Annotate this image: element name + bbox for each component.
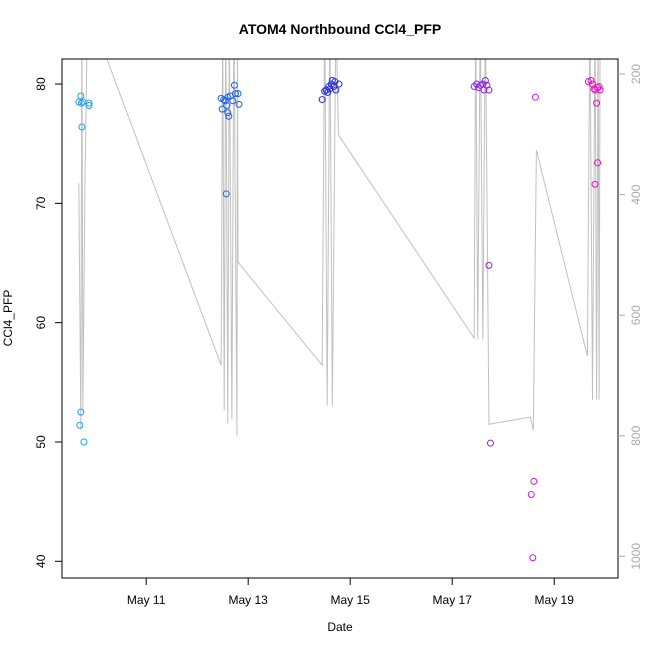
- y-tick-label: 60: [34, 316, 48, 330]
- point: [76, 421, 84, 429]
- y2-tick-label: 800: [629, 425, 643, 445]
- y2-tick-label: 200: [629, 64, 643, 84]
- x-tick-label: May 13: [229, 593, 269, 607]
- point: [485, 261, 493, 269]
- point: [225, 112, 233, 120]
- point: [485, 86, 493, 94]
- chart-title: ATOM4 Northbound CCl4_PFP: [239, 21, 441, 37]
- y-tick-label: 70: [34, 196, 48, 210]
- point: [481, 76, 489, 84]
- x-tick-label: May 15: [331, 593, 371, 607]
- point: [235, 100, 243, 108]
- point: [230, 81, 238, 89]
- x-tick-label: May 19: [535, 593, 575, 607]
- point: [318, 96, 326, 104]
- point: [594, 159, 602, 167]
- line-layer: [78, 59, 601, 436]
- point: [222, 190, 230, 198]
- y2-tick-label: 600: [629, 305, 643, 325]
- point: [486, 439, 494, 447]
- point: [77, 99, 85, 107]
- point: [595, 82, 603, 90]
- point: [480, 86, 488, 94]
- point: [224, 109, 232, 117]
- point: [531, 93, 539, 101]
- point: [80, 438, 88, 446]
- y-tick-label: 80: [34, 77, 48, 91]
- x-axis-label: Date: [327, 620, 353, 634]
- point: [229, 97, 237, 105]
- point: [77, 408, 85, 416]
- plot-box: [61, 58, 619, 579]
- point: [593, 99, 601, 107]
- point: [78, 123, 86, 131]
- point: [218, 105, 226, 113]
- point: [231, 90, 239, 98]
- point: [591, 180, 599, 188]
- point: [77, 92, 85, 100]
- point: [332, 86, 340, 94]
- point: [224, 93, 232, 101]
- point: [594, 84, 602, 92]
- x-tick-label: May 17: [433, 593, 473, 607]
- point: [529, 554, 537, 562]
- point: [234, 90, 242, 98]
- point: [325, 82, 333, 90]
- point: [587, 76, 595, 84]
- point: [335, 80, 343, 88]
- point: [527, 490, 535, 498]
- point: [85, 102, 93, 110]
- y-axis-label: CCl4_PFP: [1, 290, 15, 347]
- y-tick-label: 40: [34, 554, 48, 568]
- point: [79, 98, 87, 106]
- point: [530, 477, 538, 485]
- line: [78, 59, 601, 436]
- point: [223, 102, 231, 110]
- y-tick-label: 50: [34, 435, 48, 449]
- y2-tick-label: 400: [629, 184, 643, 204]
- x-tick-label: May 11: [127, 593, 166, 607]
- y2-tick-label: 1000: [629, 543, 643, 570]
- point: [588, 80, 596, 88]
